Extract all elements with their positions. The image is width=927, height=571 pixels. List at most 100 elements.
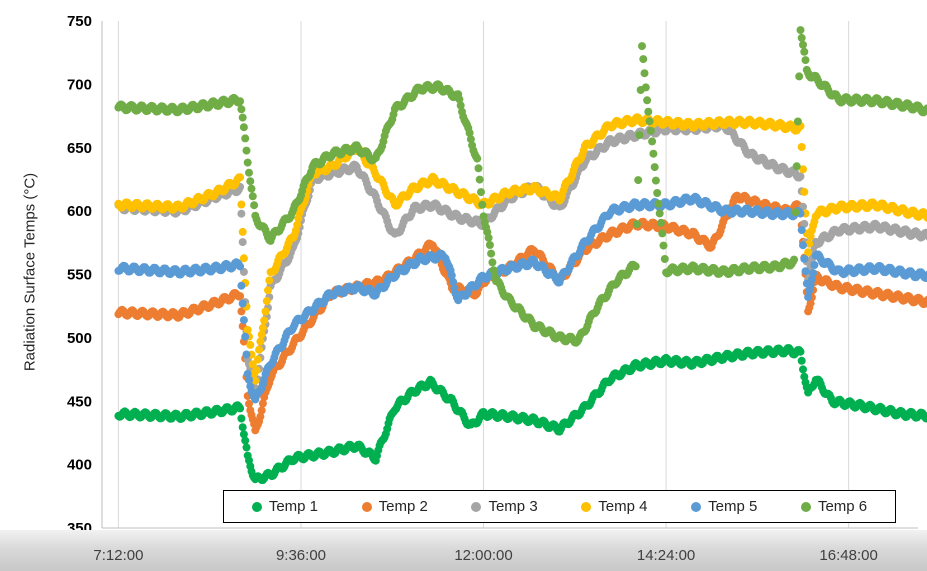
data-point [238, 227, 247, 236]
data-point [236, 262, 245, 271]
data-point [238, 299, 247, 308]
x-tick-label: 14:24:00 [637, 547, 695, 564]
data-point [260, 316, 269, 325]
x-tick-overlay: 7:12:00 9:36:00 12:00:00 14:24:00 16:48:00 [93, 547, 877, 564]
data-point [253, 355, 262, 364]
data-point [651, 176, 660, 185]
data-point [791, 208, 800, 217]
legend-label: Temp 2 [378, 498, 428, 515]
data-point [795, 72, 804, 81]
data-point [653, 189, 662, 197]
data-point [796, 172, 805, 181]
data-point [236, 173, 245, 182]
data-point [262, 297, 271, 306]
data-point [797, 226, 806, 234]
data-point [237, 209, 246, 218]
data-point [631, 262, 640, 271]
data-point [488, 258, 497, 267]
data-point [801, 267, 810, 276]
data-point [475, 175, 484, 184]
data-point [796, 26, 805, 35]
data-point [250, 201, 259, 210]
data-point [792, 162, 801, 171]
data-point [237, 414, 246, 423]
data-point [455, 95, 464, 104]
data-point [655, 209, 664, 218]
data-point [236, 97, 245, 106]
data-point [797, 143, 806, 151]
y-tick-label: 600 [67, 203, 92, 220]
legend-item-6: Temp 6 [800, 498, 867, 515]
y-axis-label: Radiation Surface Temps (°C) [21, 172, 39, 372]
data-point [236, 292, 245, 301]
data-point [243, 325, 252, 334]
data-point [238, 238, 247, 247]
data-point [639, 55, 648, 64]
legend-swatch [800, 501, 811, 512]
legend-label: Temp 1 [268, 498, 319, 515]
data-point [242, 443, 251, 452]
data-point [487, 249, 496, 258]
data-point [654, 199, 663, 208]
data-point [658, 229, 667, 238]
data-point [800, 219, 809, 228]
legend-swatch [251, 501, 262, 512]
data-point [237, 105, 246, 114]
data-point [807, 275, 816, 284]
legend-item-3: Temp 3 [471, 498, 538, 515]
data-point [804, 248, 813, 257]
y-tick-label: 700 [67, 76, 92, 93]
y-tick-label: 400 [67, 457, 92, 474]
y-tick-label: 500 [67, 330, 92, 347]
data-point [252, 366, 261, 375]
background-rock-band [0, 530, 927, 571]
data-point [449, 277, 458, 286]
data-point [649, 149, 658, 158]
data-point [659, 241, 668, 250]
data-point [801, 56, 810, 65]
data-point [246, 177, 255, 186]
data-point [258, 324, 267, 332]
data-point [236, 404, 245, 413]
data-point [657, 218, 665, 227]
data-point [265, 276, 274, 285]
data-point [799, 241, 807, 250]
data-point [293, 220, 302, 229]
data-point [245, 399, 253, 408]
data-point [479, 212, 488, 221]
data-point [809, 269, 818, 278]
data-point [245, 168, 253, 177]
data-point [258, 399, 267, 408]
legend-swatch [361, 501, 372, 512]
data-point [799, 365, 807, 374]
data-point [256, 412, 265, 421]
data-point [474, 164, 483, 173]
y-tick-label: 550 [67, 267, 92, 284]
legend-item-5: Temp 5 [691, 498, 757, 515]
legend-item-1: Temp 1 [251, 498, 319, 515]
data-point [245, 376, 253, 385]
data-point [648, 137, 657, 146]
data-point [796, 347, 805, 356]
data-point [797, 356, 806, 365]
data-point [478, 200, 487, 209]
data-point [484, 233, 493, 242]
data-point [797, 33, 806, 42]
data-point [646, 126, 655, 135]
data-point [810, 261, 819, 269]
data-point [489, 266, 498, 275]
data-point [238, 113, 247, 122]
data-point [257, 330, 266, 339]
data-point [239, 254, 248, 263]
legend-swatch [471, 501, 482, 512]
data-point [237, 200, 246, 209]
data-point [257, 406, 266, 415]
data-point [800, 187, 809, 196]
legend-swatch [691, 501, 702, 512]
data-point [793, 117, 802, 126]
data-point [248, 192, 257, 201]
y-tick-label: 650 [67, 140, 92, 157]
data-point [485, 241, 494, 249]
data-point [638, 42, 646, 51]
